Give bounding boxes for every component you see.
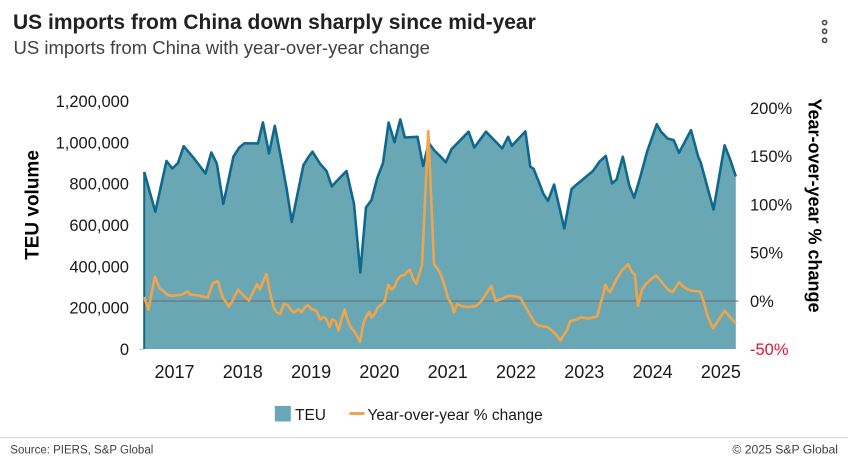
svg-text:600,000: 600,000 [69,217,129,235]
svg-text:0%: 0% [750,293,774,311]
svg-text:1,000,000: 1,000,000 [56,134,129,152]
svg-text:2024: 2024 [633,362,673,382]
svg-text:0: 0 [120,341,129,359]
svg-text:200%: 200% [750,100,793,118]
svg-text:2018: 2018 [223,362,263,382]
svg-text:400,000: 400,000 [69,258,129,276]
svg-text:2025: 2025 [701,362,741,382]
svg-text:2019: 2019 [291,362,331,382]
svg-text:100%: 100% [750,196,793,214]
svg-text:TEU: TEU [295,407,326,424]
svg-text:2017: 2017 [154,362,194,382]
svg-text:200,000: 200,000 [69,300,129,318]
svg-text:2020: 2020 [359,362,399,382]
svg-text:1,200,000: 1,200,000 [56,93,129,111]
svg-text:2023: 2023 [564,362,604,382]
svg-text:© 2025 S&P Global: © 2025 S&P Global [732,443,838,457]
svg-text:800,000: 800,000 [69,176,129,194]
svg-text:150%: 150% [750,148,793,166]
svg-text:Year-over-year % change: Year-over-year % change [805,98,825,312]
svg-text:Source: PIERS, S&P Global: Source: PIERS, S&P Global [10,445,153,457]
svg-text:TEU volume: TEU volume [23,150,44,260]
svg-text:2022: 2022 [496,362,536,382]
svg-text:US imports from China down sha: US imports from China down sharply since… [13,11,536,34]
svg-text:50%: 50% [750,245,783,263]
svg-text:-50%: -50% [750,341,789,359]
svg-text:Year-over-year % change: Year-over-year % change [368,407,543,424]
svg-text:US imports from China with yea: US imports from China with year-over-yea… [14,37,430,58]
svg-text:2021: 2021 [428,362,468,382]
